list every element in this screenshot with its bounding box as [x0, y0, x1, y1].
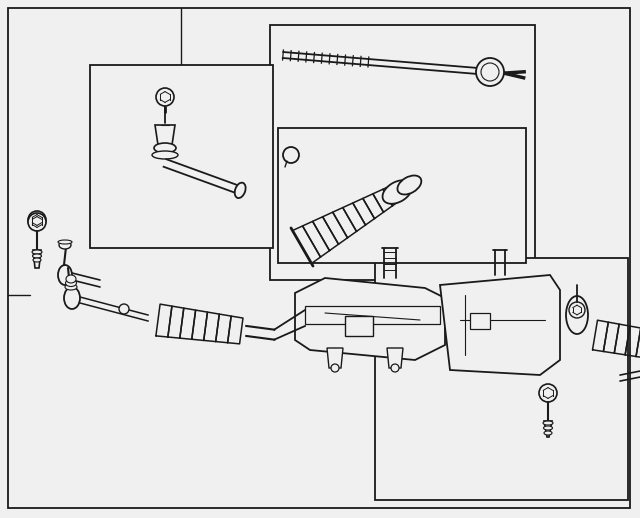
Ellipse shape — [235, 183, 246, 198]
Bar — [470, 313, 490, 329]
Ellipse shape — [59, 241, 71, 249]
Ellipse shape — [33, 258, 41, 262]
Ellipse shape — [544, 431, 552, 435]
Polygon shape — [440, 275, 560, 375]
Bar — [278, 128, 526, 263]
Ellipse shape — [543, 421, 553, 425]
Ellipse shape — [58, 265, 72, 285]
Ellipse shape — [64, 287, 80, 309]
Circle shape — [331, 364, 339, 372]
Polygon shape — [33, 250, 41, 268]
Polygon shape — [387, 348, 403, 368]
Bar — [375, 258, 628, 500]
Ellipse shape — [58, 240, 72, 244]
Circle shape — [119, 304, 129, 314]
Bar — [270, 25, 535, 280]
Ellipse shape — [397, 176, 421, 194]
Circle shape — [391, 364, 399, 372]
Circle shape — [283, 147, 299, 163]
Ellipse shape — [383, 180, 412, 204]
Ellipse shape — [566, 296, 588, 334]
Ellipse shape — [66, 275, 76, 283]
Circle shape — [28, 211, 46, 229]
Circle shape — [156, 88, 174, 106]
Polygon shape — [327, 348, 343, 368]
Circle shape — [28, 213, 46, 231]
Ellipse shape — [33, 254, 42, 258]
Ellipse shape — [32, 250, 42, 254]
Ellipse shape — [154, 143, 176, 153]
Ellipse shape — [543, 426, 552, 430]
Bar — [345, 316, 373, 336]
Bar — [305, 306, 440, 324]
Polygon shape — [544, 421, 552, 437]
Polygon shape — [295, 278, 445, 360]
Ellipse shape — [65, 284, 77, 290]
Polygon shape — [155, 125, 175, 145]
Circle shape — [569, 302, 585, 318]
Ellipse shape — [65, 280, 77, 286]
Circle shape — [539, 384, 557, 402]
Circle shape — [481, 63, 499, 81]
Ellipse shape — [152, 151, 178, 159]
Circle shape — [476, 58, 504, 86]
Bar — [90, 65, 273, 248]
